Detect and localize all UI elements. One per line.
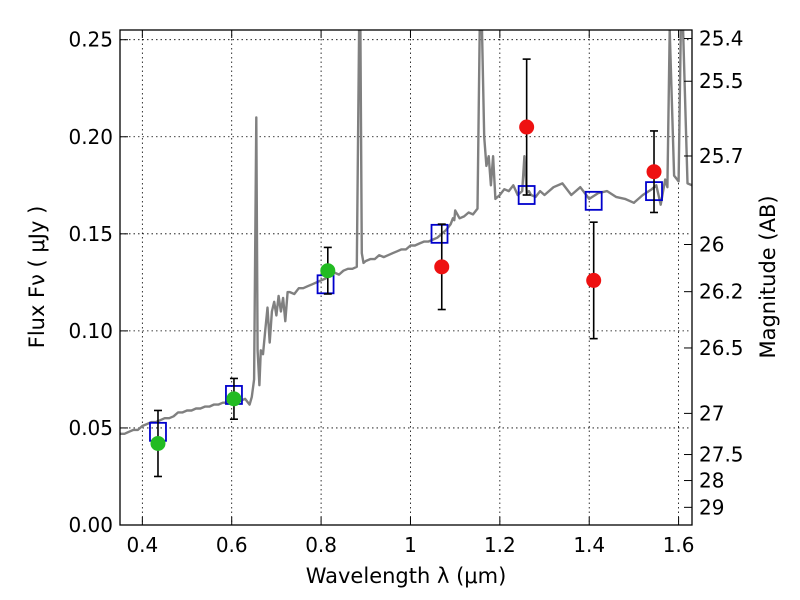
grid (120, 30, 692, 526)
plot-area (120, 30, 692, 525)
optical-detection-point (320, 263, 336, 279)
x-tick-label: 0.4 (126, 533, 158, 557)
magnitude-tick-label: 26.5 (699, 336, 744, 360)
optical-detection-point (226, 391, 242, 407)
x-axis-label: Wavelength λ (μm) (306, 564, 507, 588)
x-tick-label: 1.2 (484, 533, 516, 557)
nir-detection-point (646, 164, 662, 180)
marker-layer (149, 58, 663, 478)
magnitude-tick-label: 25.5 (699, 69, 744, 93)
y-tick-label: 0.20 (68, 125, 113, 149)
spectrum-layer (120, 30, 692, 435)
magnitude-tick-label: 25.4 (699, 27, 744, 51)
y-tick-label: 0.15 (68, 222, 113, 246)
nir-detection-point (434, 259, 450, 275)
x-tick-label: 1.6 (663, 533, 695, 557)
optical-detection-point (150, 435, 166, 451)
magnitude-tick-label: 28 (699, 469, 724, 493)
x-tick-label: 1 (404, 533, 417, 557)
y-tick-label: 0.25 (68, 28, 113, 52)
y-axis-right-label: Magnitude (AB) (756, 195, 780, 358)
y-tick-label: 0.05 (68, 416, 113, 440)
nir-detection-point (519, 119, 535, 135)
magnitude-tick-label: 26 (699, 233, 724, 257)
magnitude-tick-label: 27.5 (699, 443, 744, 467)
magnitude-tick-label: 25.7 (699, 144, 744, 168)
magnitude-tick-label: 29 (699, 495, 724, 519)
nir-detection-point (586, 272, 602, 288)
x-tick-label: 0.8 (305, 533, 337, 557)
y-tick-label: 0.10 (68, 319, 113, 343)
x-tick-label: 0.6 (216, 533, 248, 557)
x-tick-label: 1.4 (573, 533, 605, 557)
model-photometry-square (584, 190, 603, 211)
ticks: 0.4 0.6 0.8 1 1.2 1.4 1.6 0.00 0.05 0.10 0.15 0.20 0… (68, 27, 743, 557)
plot-frame (119, 29, 693, 526)
y-tick-label: 0.00 (68, 513, 113, 537)
spectrum-line (120, 30, 692, 435)
magnitude-tick-label: 27 (699, 401, 724, 425)
y-axis-label: Flux Fν ( μJy ) (25, 206, 49, 349)
magnitude-tick-label: 26.2 (699, 280, 744, 304)
